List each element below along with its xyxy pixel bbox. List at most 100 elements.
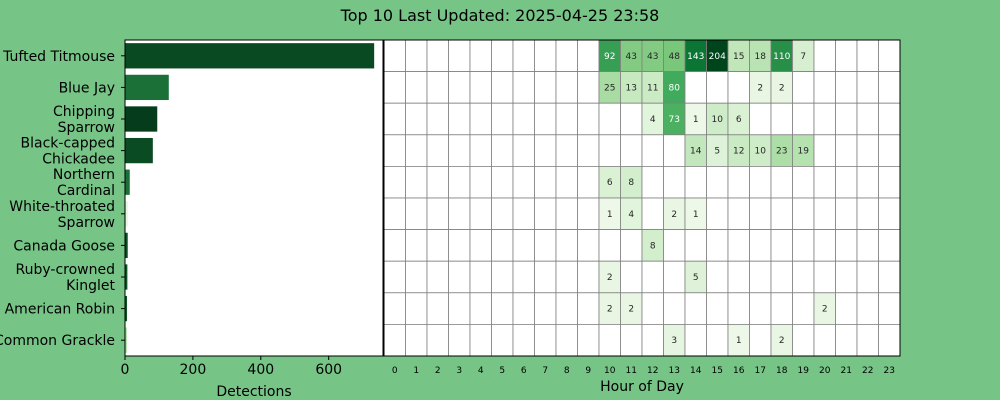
heatmap-cell [835,39,858,73]
heatmap-cell [749,102,772,136]
heatmap-cell [534,134,557,167]
heatmap-cell-label: 5 [693,273,699,283]
heatmap-cell-label: 23 [776,147,787,157]
heatmap-cell [813,165,836,199]
heatmap-cell [448,102,471,136]
heatmap-frame [383,39,901,357]
heatmap-cell [663,134,686,167]
heatmap-cell-label: 6 [736,115,742,125]
heatmap-cell [684,165,707,199]
heatmap-cell [835,323,858,357]
heatmap-cell [749,197,772,231]
heatmap-cell [856,134,879,167]
species-label-line: Common Grackle [0,333,115,349]
heatmap-cell [813,229,836,262]
heatmap-cell [512,165,535,199]
chart-title: Top 10 Last Updated: 2025-04-25 23:58 [340,6,660,25]
heatmap-cell [620,260,643,294]
heatmap-cell-label: 1 [693,115,699,125]
heatmap-cell [878,197,901,231]
heatmap-cell [405,71,428,104]
heatmap-cell [512,260,535,294]
heatmap-cell [448,229,471,262]
species-label-line: Chickadee [42,152,115,168]
heatmap-cell-label: 8 [628,178,634,188]
heatmap: 92 43 43 48 143 204 15 18 110 725 13 11 80 2 24 73 1 10 61… [383,39,901,376]
heatmap-cell [878,39,901,73]
hour-tick-label: 20 [819,366,831,376]
heatmap-cell [534,71,557,104]
heatmap-cell-label: 3 [671,336,677,346]
heatmap-cell-label: 6 [607,178,613,188]
heatmap-cell [749,292,772,325]
heatmap-cell [469,323,492,357]
heatmap-cell-label: 2 [607,273,613,283]
heatmap-cell [491,323,514,357]
species-label-line: Blue Jay [59,80,115,96]
heatmap-cell [835,71,858,104]
heatmap-cell [426,71,449,104]
heatmap-cell [684,323,707,357]
heatmap-cell [770,197,793,231]
heatmap-cell [620,102,643,136]
heatmap-cell [598,323,621,357]
heatmap-cell [469,134,492,167]
heatmap-cell [491,197,514,231]
heatmap-cell-label: 5 [714,147,720,157]
heatmap-cell [663,260,686,294]
heatmap-cell [706,165,729,199]
heatmap-cell-label: 110 [773,52,790,62]
heatmap-cell [555,39,578,73]
heatmap-cell [491,39,514,73]
heatmap-cell [512,229,535,262]
heatmap-cell-label: 4 [650,115,656,125]
heatmap-cell [835,260,858,294]
heatmap-cell [383,39,406,73]
hour-tick-label: 22 [862,366,873,376]
species-label-line: Cardinal [57,183,115,199]
heatmap-cell [641,260,664,294]
species-label: Canada Goose [13,238,115,254]
heatmap-cell [469,102,492,136]
heatmap-cell [792,260,815,294]
heatmap-cell-label: 11 [647,83,658,93]
heatmap-cell [577,323,600,357]
heatmap-cell [426,102,449,136]
heatmap-cell [749,165,772,199]
heatmap-cell [426,134,449,167]
heatmap-cell [577,260,600,294]
heatmap-cell [405,323,428,357]
hour-tick-label: 0 [392,366,398,376]
species-label: Blue Jay [59,80,115,96]
heatmap-cell [555,260,578,294]
heatmap-cell [727,165,750,199]
heatmap-cell [383,229,406,262]
heatmap-cell-label: 14 [690,147,702,157]
heatmap-cell [813,39,836,73]
heatmap-cell [426,165,449,199]
heatmap-cell-label: 12 [733,147,744,157]
heatmap-cell [835,102,858,136]
heatmap-cell [813,102,836,136]
hour-tick-label: 19 [798,366,810,376]
heatmap-cell [469,197,492,231]
heatmap-cell [469,260,492,294]
heatmap-cell [878,71,901,104]
heatmap-cell [491,102,514,136]
heatmap-cell [835,165,858,199]
heatmap-cell-label: 80 [669,83,681,93]
heatmap-cell [663,229,686,262]
species-label: Northern Cardinal [53,167,115,199]
heatmap-cell [383,292,406,325]
heatmap-cell [856,292,879,325]
heatmap-cell-label: 10 [755,147,767,157]
heatmap-cell [448,197,471,231]
heatmap-cell-label: 13 [626,83,637,93]
heatmap-cell [598,134,621,167]
heatmap-cell [469,165,492,199]
heatmap-cell [835,197,858,231]
heatmap-cell [448,260,471,294]
heatmap-cell [469,229,492,262]
heatmap-cell [878,165,901,199]
